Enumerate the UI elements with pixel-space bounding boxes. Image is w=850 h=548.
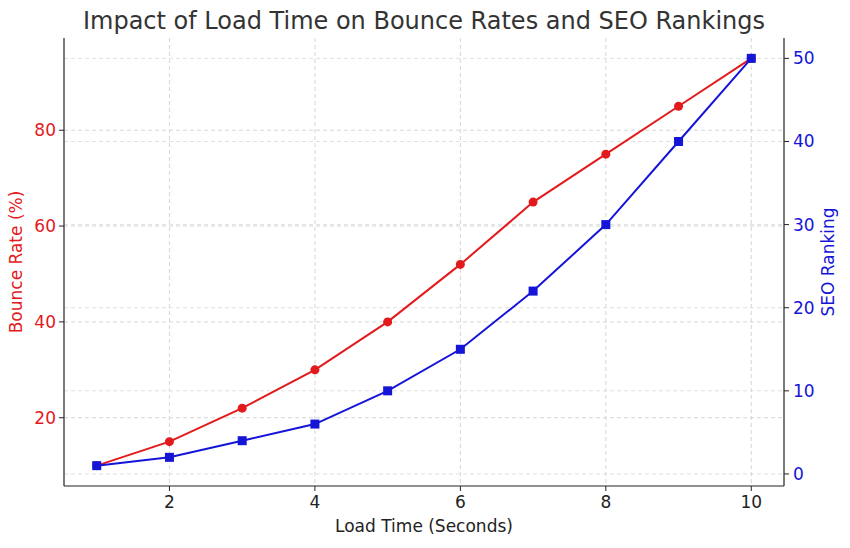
y2-axis-label: SEO Ranking — [818, 207, 838, 316]
series-marker — [456, 345, 465, 354]
series-marker — [529, 198, 538, 207]
series-marker — [238, 404, 247, 413]
y2-tick — [784, 473, 789, 474]
y2-tick-label: 30 — [793, 215, 815, 235]
series-marker — [674, 102, 683, 111]
y2-tick — [784, 58, 789, 59]
x-tick-label: 2 — [164, 492, 175, 512]
y2-tick — [784, 307, 789, 308]
y-grid-line — [64, 321, 784, 322]
x-axis-label: Load Time (Seconds) — [335, 516, 513, 536]
series-marker — [238, 436, 247, 445]
y-tick — [59, 321, 64, 322]
y2-grid-line — [64, 307, 784, 308]
y2-tick-label: 0 — [793, 464, 804, 484]
x-grid-line — [605, 38, 606, 486]
series-line — [97, 58, 752, 465]
chart: 2 4 6 8 10 20 40 60 80 0 10 20 30 40 50 Impact of Load … — [0, 0, 850, 548]
y-tick — [59, 226, 64, 227]
x-tick — [169, 486, 170, 491]
y2-axis-line — [783, 38, 784, 486]
series-marker — [165, 453, 174, 462]
series-marker — [92, 461, 101, 470]
y-tick-label: 40 — [34, 312, 56, 332]
series-marker — [529, 287, 538, 296]
y2-tick-label: 10 — [793, 381, 815, 401]
y2-grid-line — [64, 58, 784, 59]
y2-tick — [784, 141, 789, 142]
x-grid-line — [751, 38, 752, 486]
y2-grid-line — [64, 390, 784, 391]
y2-grid-line — [64, 473, 784, 474]
y2-tick-label: 40 — [793, 131, 815, 151]
x-tick-label: 6 — [455, 492, 466, 512]
series-line — [97, 58, 752, 465]
y-axis-line — [63, 38, 64, 486]
y-tick-label: 60 — [34, 216, 56, 236]
y-tick — [59, 130, 64, 131]
series-marker — [674, 137, 683, 146]
series-marker — [383, 317, 392, 326]
series-marker — [601, 150, 610, 159]
x-axis-line — [64, 485, 784, 486]
series-marker — [747, 54, 756, 63]
y2-tick-label: 50 — [793, 48, 815, 68]
y-axis-label: Bounce Rate (%) — [6, 191, 26, 334]
grid — [64, 38, 784, 486]
series-marker — [165, 437, 174, 446]
series-marker — [747, 54, 756, 63]
y-tick-label: 80 — [34, 120, 56, 140]
y-grid-line — [64, 417, 784, 418]
y-grid-line — [64, 226, 784, 227]
x-tick — [605, 486, 606, 491]
y2-grid-line — [64, 224, 784, 225]
series-marker — [383, 386, 392, 395]
axes: 2 4 6 8 10 20 40 60 80 0 10 20 30 40 50 — [34, 38, 814, 512]
x-tick — [460, 486, 461, 491]
x-tick — [314, 486, 315, 491]
y-grid-line — [64, 130, 784, 131]
y2-tick — [784, 390, 789, 391]
chart-title: Impact of Load Time on Bounce Rates and … — [83, 7, 765, 35]
x-grid-line — [314, 38, 315, 486]
plot-area — [92, 54, 756, 470]
series-marker — [456, 260, 465, 269]
x-tick-label: 8 — [600, 492, 611, 512]
series-marker — [310, 365, 319, 374]
x-tick-label: 10 — [740, 492, 762, 512]
y2-tick — [784, 224, 789, 225]
x-grid-line — [169, 38, 170, 486]
series-marker — [601, 220, 610, 229]
y-tick-label: 20 — [34, 408, 56, 428]
x-tick — [751, 486, 752, 491]
x-tick-label: 4 — [309, 492, 320, 512]
series-marker — [92, 461, 101, 470]
y-tick — [59, 417, 64, 418]
series-marker — [310, 420, 319, 429]
y2-tick-label: 20 — [793, 298, 815, 318]
